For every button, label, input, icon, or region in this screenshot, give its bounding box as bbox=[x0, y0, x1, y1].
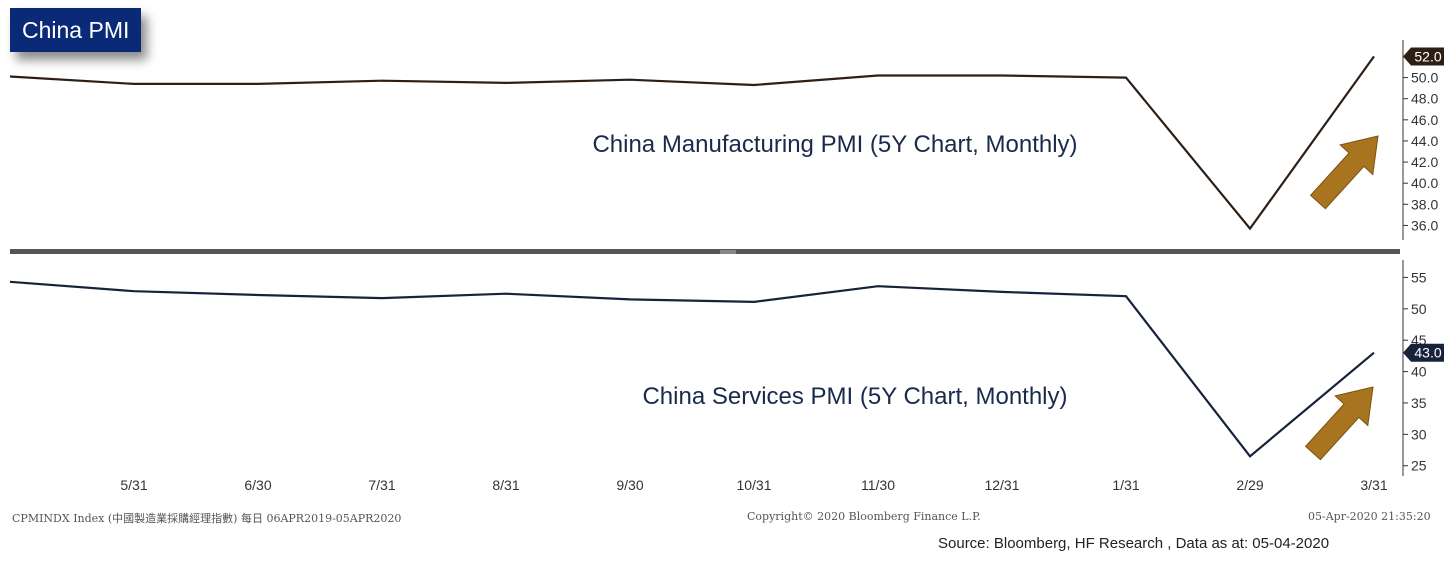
services-series-line bbox=[9, 280, 1375, 458]
index-info: CPMINDX Index (中國製造業採購經理指數) 每日 06APR2019… bbox=[12, 512, 402, 525]
divider-bar bbox=[10, 249, 1400, 254]
x-tick-label: 11/30 bbox=[861, 477, 895, 493]
x-tick-label: 9/30 bbox=[616, 477, 643, 493]
last-value-label: 52.0 bbox=[1414, 48, 1441, 64]
last-value-label: 43.0 bbox=[1414, 345, 1441, 361]
up-arrow-icon bbox=[1309, 135, 1379, 210]
panel-divider bbox=[10, 249, 1400, 254]
y-tick-label: 50 bbox=[1411, 301, 1427, 317]
x-tick-label: 12/31 bbox=[984, 477, 1019, 493]
y-tick-label: 46.0 bbox=[1411, 112, 1438, 128]
y-tick-label: 40 bbox=[1411, 364, 1427, 380]
up-arrow-icon bbox=[1304, 386, 1374, 461]
y-tick-label: 40.0 bbox=[1411, 175, 1438, 191]
x-tick-label: 5/31 bbox=[120, 477, 147, 493]
manufacturing-y-axis: 36.0 38.0 40.0 42.0 44.0 46.0 48.0 50.0 bbox=[1402, 40, 1438, 240]
y-tick-label: 35 bbox=[1411, 395, 1427, 411]
y-tick-label: 36.0 bbox=[1411, 217, 1438, 233]
y-tick-label: 55 bbox=[1411, 269, 1427, 285]
timestamp: 05-Apr-2020 21:35:20 bbox=[1308, 510, 1431, 523]
x-tick-label: 8/31 bbox=[492, 477, 519, 493]
y-tick-label: 38.0 bbox=[1411, 196, 1438, 212]
y-tick-label: 48.0 bbox=[1411, 91, 1438, 107]
manufacturing-panel: 36.0 38.0 40.0 42.0 44.0 46.0 48.0 50.0 52.0 Ch… bbox=[9, 40, 1444, 240]
y-tick-label: 50.0 bbox=[1411, 70, 1438, 86]
manufacturing-series-line bbox=[9, 55, 1375, 231]
manufacturing-chart-title: China Manufacturing PMI (5Y Chart, Month… bbox=[592, 131, 1077, 158]
y-tick-label: 30 bbox=[1411, 426, 1427, 442]
x-tick-label: 2/29 bbox=[1236, 477, 1263, 493]
y-tick-label: 25 bbox=[1411, 458, 1427, 474]
manufacturing-last-value-marker: 52.0 bbox=[1403, 47, 1444, 66]
x-tick-label: 6/30 bbox=[244, 477, 271, 493]
last-value-box bbox=[1403, 47, 1444, 66]
y-tick-label: 44.0 bbox=[1411, 133, 1438, 149]
services-last-value-marker: 43.0 bbox=[1403, 343, 1444, 362]
x-tick-label: 3/31 bbox=[1360, 477, 1387, 493]
x-tick-label: 10/31 bbox=[736, 477, 771, 493]
source-note: Source: Bloomberg, HF Research , Data as… bbox=[938, 535, 1330, 552]
y-tick-label: 42.0 bbox=[1411, 154, 1438, 170]
copyright-text: Copyright© 2020 Bloomberg Finance L.P. bbox=[747, 510, 981, 523]
last-value-box bbox=[1403, 343, 1444, 362]
china-pmi-badge: China PMI bbox=[10, 8, 142, 52]
x-tick-label: 1/31 bbox=[1112, 477, 1139, 493]
x-tick-label: 7/31 bbox=[368, 477, 395, 493]
services-chart-title: China Services PMI (5Y Chart, Monthly) bbox=[642, 383, 1067, 410]
x-axis: 5/31 6/30 7/31 8/31 9/30 10/31 11/30 12/31 1/31 2… bbox=[120, 477, 1387, 493]
